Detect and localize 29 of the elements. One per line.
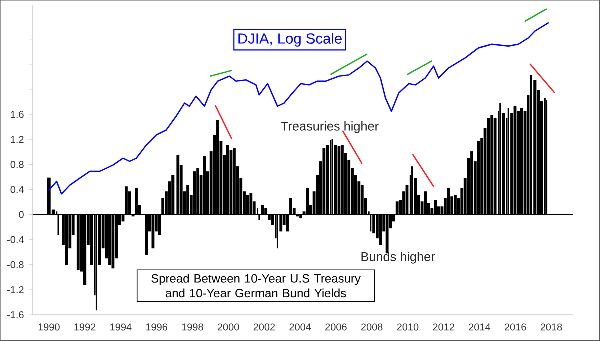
x-tick-label: 1994 [110, 324, 132, 331]
x-tick-label: 2014 [469, 324, 491, 331]
x-tick-label: 1992 [74, 324, 96, 331]
x-tick-label: 2000 [218, 324, 240, 331]
y-tick-label: 0.8 [10, 161, 24, 168]
text: Spread Between 10-Year U.S Treasury and 10-Year German Bund Yields [152, 274, 361, 298]
x-tick-label: 2004 [290, 324, 312, 331]
y-tick-label: -0.8 [8, 261, 24, 268]
line-series [48, 22, 550, 195]
x-tick-label: 2016 [504, 324, 526, 331]
x-tick-label: 2018 [540, 324, 562, 331]
x-tick-label: 2010 [397, 324, 419, 331]
y-tick-label: -1.2 [8, 286, 24, 294]
x-tick-label: 2012 [433, 324, 454, 331]
y-tick-label: 0.4 [10, 186, 24, 194]
y-tick-label: -1.6 [8, 311, 24, 319]
x-tick-label: 2008 [361, 324, 383, 331]
y-tick-label: 1.2 [11, 136, 24, 144]
annotation: Treasuries higher [281, 122, 379, 134]
series-label: DJIA, Log Scale [238, 33, 342, 47]
x-tick-label: 1990 [38, 324, 60, 331]
x-tick-label: 1996 [146, 324, 168, 331]
y-tick-label: -0.4 [8, 236, 24, 244]
x-tick-label: 2006 [326, 324, 347, 331]
x-tick-label: 2002 [254, 324, 276, 331]
y-tick-label: 1.6 [11, 111, 24, 118]
annotation: Bunds higher [362, 252, 436, 264]
y-tick-label: 0 [19, 211, 24, 218]
x-tick-label: 1998 [182, 324, 204, 331]
